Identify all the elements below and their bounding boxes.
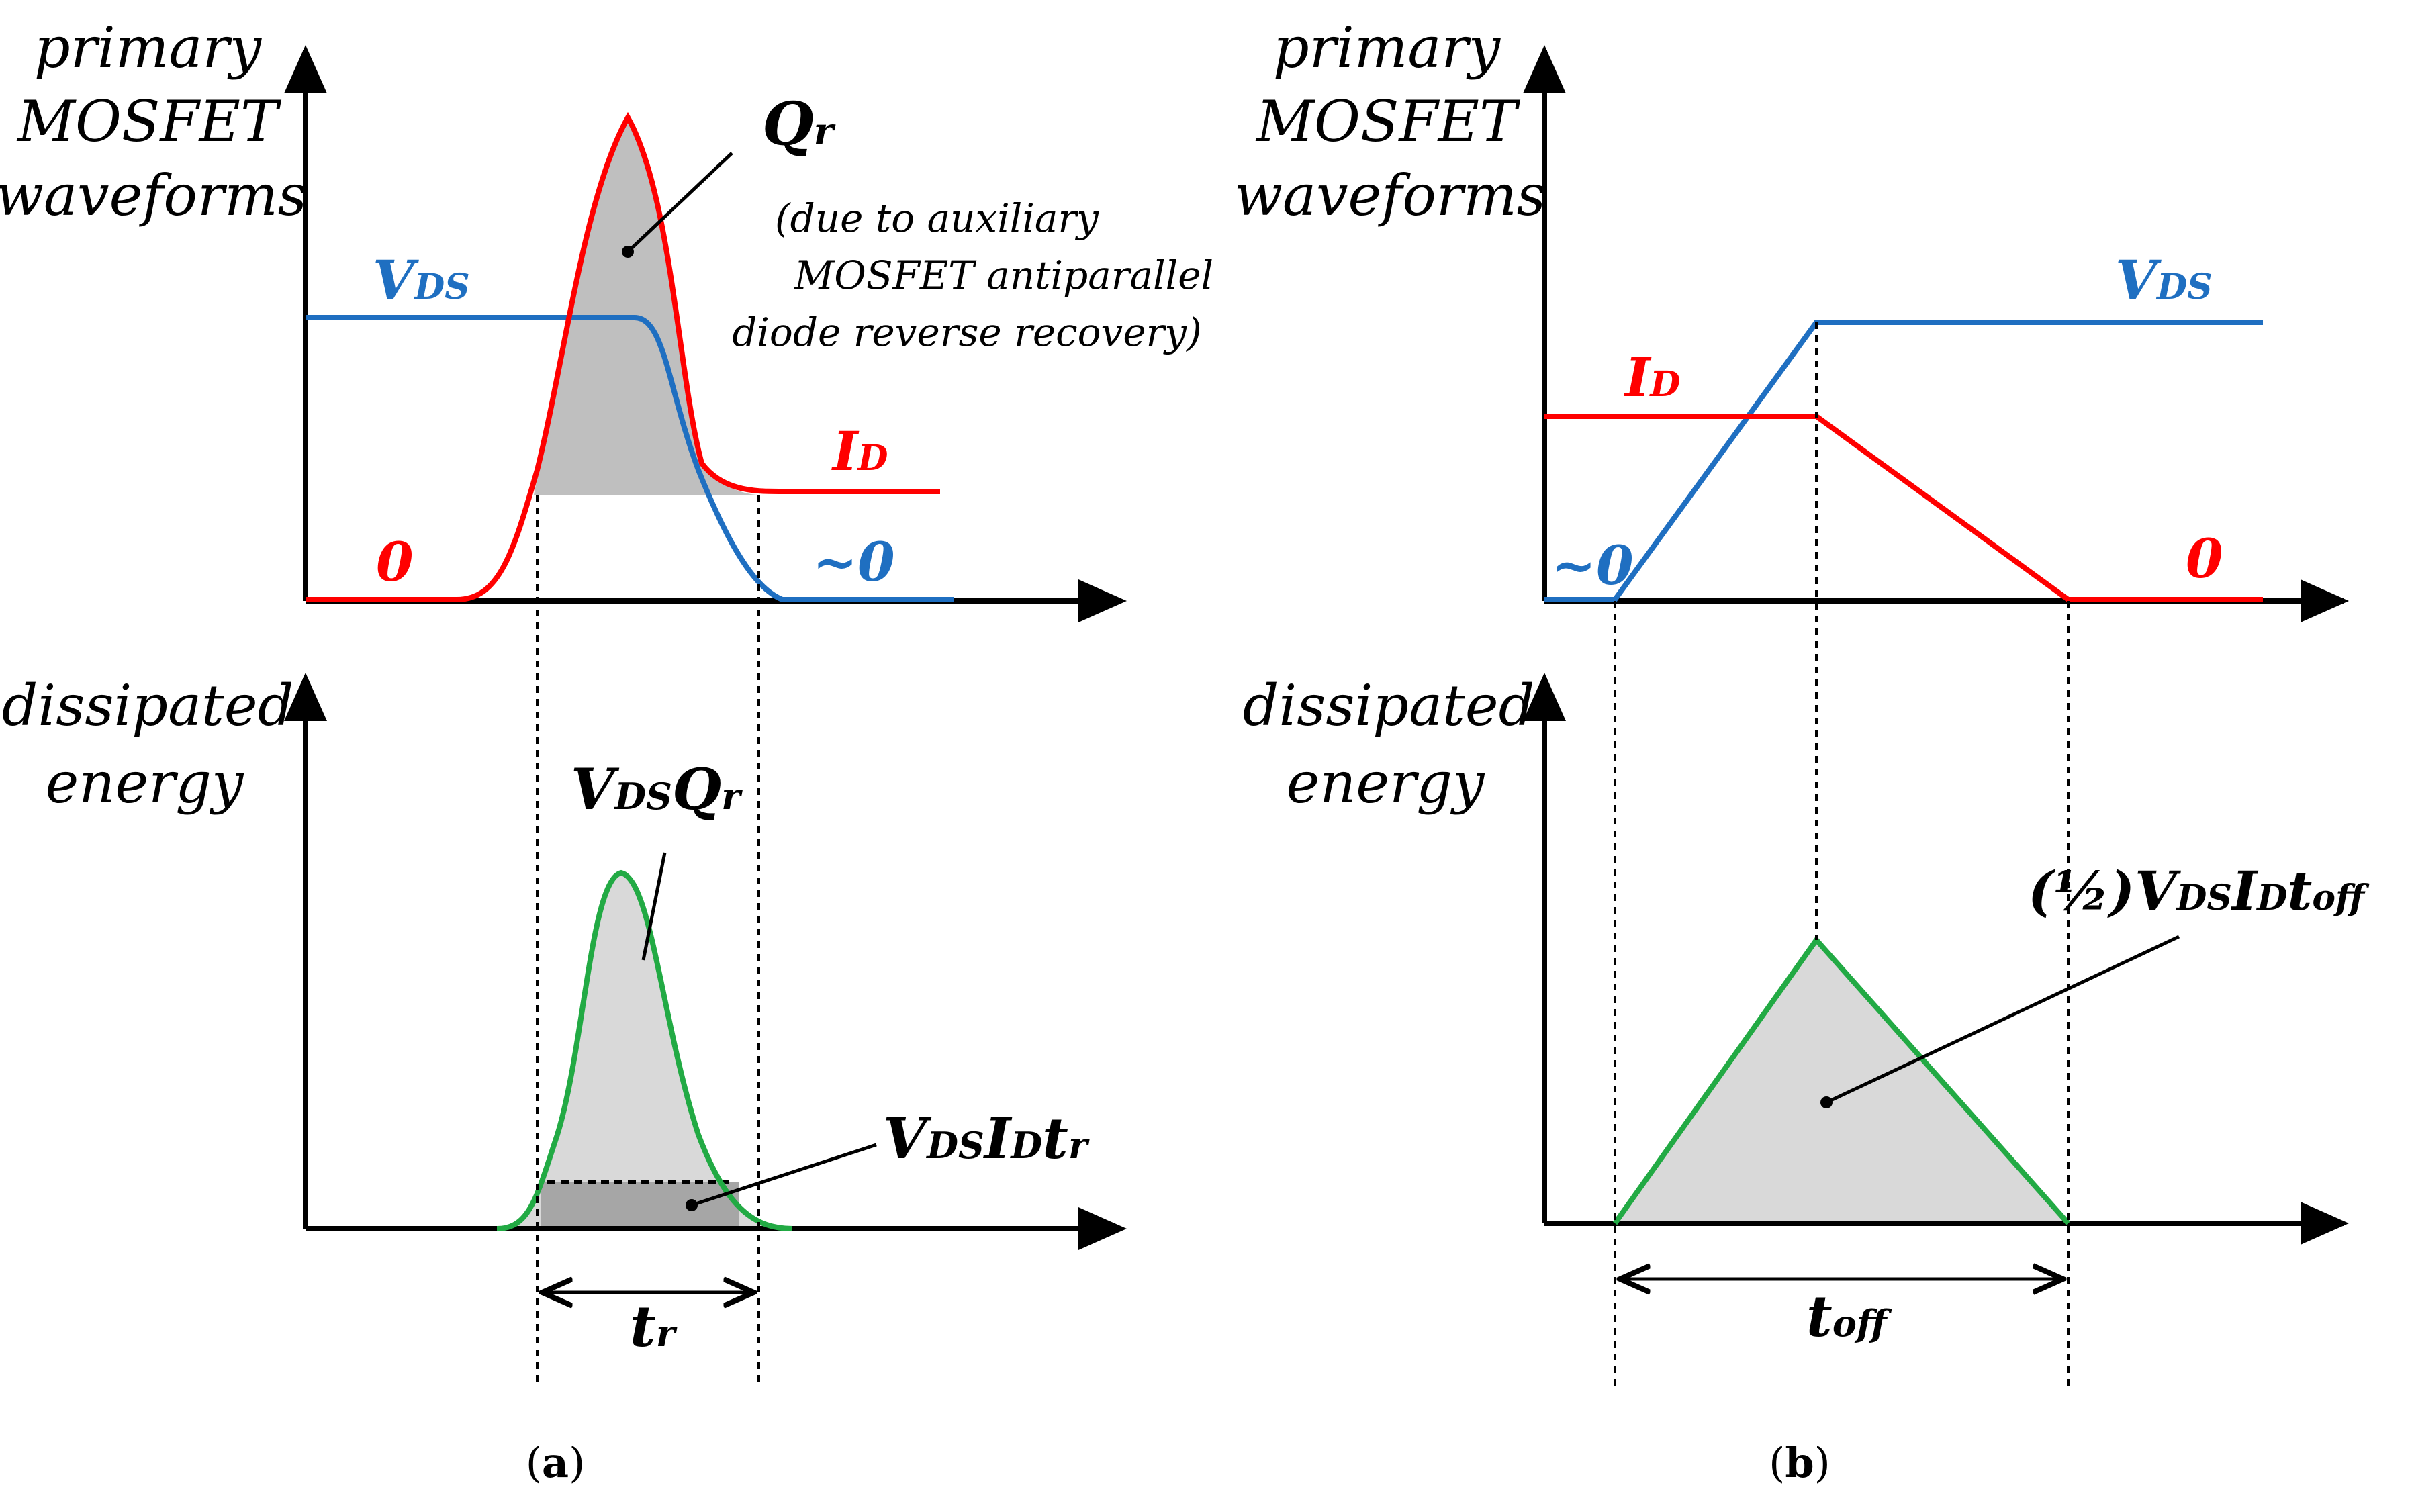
vdsidtr-dot	[686, 1199, 698, 1211]
id-waveform	[306, 111, 940, 602]
toff-label: toff	[1806, 1283, 1892, 1350]
vds-waveform	[306, 315, 954, 602]
a-vds-zero-label: ~0	[813, 530, 895, 594]
b-vds-zero-label: ~0	[1551, 534, 1634, 597]
qr-shaded-area	[534, 117, 759, 495]
panel-b-energy-plot: (½)VDSIDtoff dissipated energy	[1243, 673, 2370, 1245]
qr-leader-dot	[622, 246, 634, 258]
energy-peak-fill	[497, 873, 792, 1229]
vdsqr-leader	[641, 852, 667, 961]
panel-a-energy-plot: VDSQr VDSIDtr dissipated energy	[2, 673, 1127, 1250]
svg-text:energy: energy	[1287, 750, 1485, 816]
caption-a: (a)	[526, 1438, 586, 1487]
svg-text:dissipated: dissipated	[2, 673, 294, 739]
qr-label: Qr	[762, 89, 836, 158]
vdsidtr-leader	[691, 1143, 877, 1207]
a-top-ylabel: primary MOSFET waveforms	[0, 15, 307, 228]
b-vds-waveform	[1544, 320, 2263, 602]
qr-note: (due to auxiliary MOSFET antiparallel di…	[732, 195, 1213, 355]
caption-b: (b)	[1769, 1438, 1830, 1487]
b-energy-label: (½)VDSIDtoff	[2028, 859, 2370, 923]
panel-b: VDS ID ~0 0 primary MOSFET waveforms (½)…	[1234, 15, 2370, 1487]
a-bottom-ylabel: dissipated energy	[2, 673, 294, 816]
panel-a: VDS ID 0 ~0 Qr (due to auxiliary MOSFET …	[0, 15, 1213, 1487]
b-id-zero-label: 0	[2186, 527, 2223, 590]
svg-text:dissipated: dissipated	[1243, 673, 1535, 739]
vdsidtr-label: VDSIDtr	[883, 1105, 1090, 1172]
b-id-waveform	[1544, 414, 2263, 602]
energy-base-fill	[541, 1182, 739, 1229]
svg-text:primary: primary	[34, 15, 263, 81]
tr-label: tr	[630, 1293, 678, 1360]
a-id-label: ID	[831, 420, 888, 483]
svg-text:energy: energy	[46, 750, 244, 816]
energy-curve	[496, 869, 793, 1231]
svg-text:waveforms: waveforms	[0, 162, 307, 228]
b-vds-label: VDS	[2115, 248, 2213, 312]
b-top-ylabel: primary MOSFET waveforms	[1234, 15, 1546, 228]
svg-text:MOSFET antiparallel: MOSFET antiparallel	[794, 252, 1213, 298]
b-energy-leader	[1825, 935, 2180, 1104]
b-bottom-ylabel: dissipated energy	[1243, 673, 1535, 816]
svg-text:waveforms: waveforms	[1234, 162, 1546, 228]
svg-text:MOSFET: MOSFET	[1255, 89, 1521, 154]
a-vds-label: VDS	[373, 248, 470, 312]
svg-text:diode reverse recovery): diode reverse recovery)	[732, 310, 1202, 355]
panel-b-waveform-plot: VDS ID ~0 0 primary MOSFET waveforms	[1234, 15, 2349, 622]
svg-text:MOSFET: MOSFET	[16, 89, 282, 154]
svg-text:(due to auxiliary: (due to auxiliary	[775, 195, 1099, 241]
qr-leader-line	[627, 152, 733, 253]
b-id-label: ID	[1624, 346, 1681, 409]
svg-text:primary: primary	[1273, 15, 1501, 81]
vdsqr-label: VDSQr	[571, 756, 743, 822]
panel-a-waveform-plot: VDS ID 0 ~0 Qr (due to auxiliary MOSFET …	[0, 15, 1213, 622]
a-id-zero-label: 0	[376, 530, 414, 594]
b-energy-triangle-fill	[1615, 940, 2068, 1223]
b-energy-leader-dot	[1820, 1096, 1833, 1108]
